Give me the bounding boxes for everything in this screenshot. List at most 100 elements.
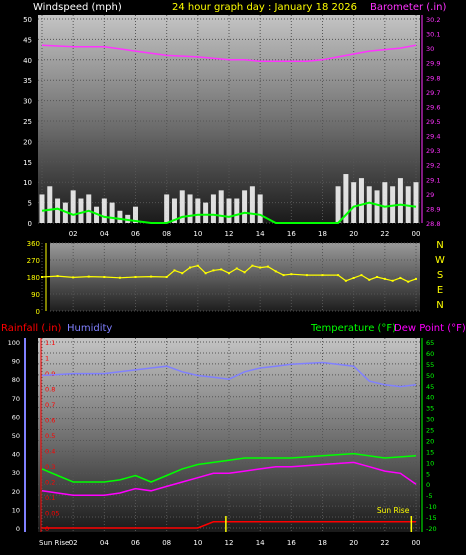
wind-direction-point — [251, 264, 254, 267]
wind-left-tick: 35 — [23, 77, 32, 85]
wind-gust-bar — [397, 178, 403, 223]
wind-gust-bar — [249, 186, 255, 223]
humidity-tick: 90 — [12, 358, 20, 366]
humidity-tick: 40 — [12, 451, 20, 459]
wind-average-line — [41, 201, 417, 224]
rainfall-tick: 0.1 — [45, 494, 55, 502]
wind-gust-bar — [125, 214, 131, 223]
wind-left-tick: 50 — [23, 16, 32, 24]
wind-gust-bar — [47, 186, 53, 223]
wind-gust-bar — [86, 194, 92, 223]
barometer-tick: 29.6 — [426, 103, 440, 111]
temperature-tick: 15 — [426, 448, 434, 456]
wind-direction-point — [228, 272, 230, 275]
wind-direction-point — [321, 274, 324, 277]
wind-gust-bar — [374, 190, 380, 223]
temperature-tick: -5 — [426, 492, 432, 500]
direction-left-tick: 0 — [36, 308, 40, 316]
temperature-hour-label: 06 — [131, 539, 140, 547]
temperature-tick: 35 — [426, 405, 434, 413]
rainfall-tick: 0.6 — [45, 417, 55, 425]
temperature-tick: -10 — [426, 503, 437, 511]
wind-direction-point — [72, 276, 75, 279]
rainfall-tick: 0.7 — [45, 401, 55, 409]
wind-direction-point — [243, 271, 246, 274]
wind-direction-point — [352, 276, 355, 279]
wind-left-tick: 20 — [23, 138, 32, 146]
temperature-tick: 55 — [426, 361, 434, 369]
humidity-tick: 30 — [12, 469, 20, 477]
barometer-tick: 29.2 — [426, 162, 440, 170]
wind-gust-bar — [179, 190, 185, 223]
wind-gust-bar — [218, 190, 224, 223]
wind-direction-point — [274, 270, 277, 273]
wind-direction-point — [305, 274, 308, 277]
wind-direction-point — [103, 276, 106, 278]
wind-direction-point — [87, 275, 90, 278]
wind-direction-point — [368, 278, 371, 281]
wind-hour-label: 12 — [225, 230, 234, 238]
humidity-legend: Humidity — [67, 323, 112, 334]
wind-direction-point — [165, 276, 168, 278]
humidity-tick: 80 — [12, 376, 20, 384]
direction-left-tick: 360 — [27, 240, 40, 248]
temperature-tick: 25 — [426, 427, 434, 435]
humidity-tick: 100 — [8, 339, 20, 347]
wind-direction-point — [196, 264, 199, 267]
barometer-tick: 29.9 — [426, 60, 440, 68]
direction-left-tick: 270 — [27, 257, 40, 265]
barometer-tick: 29.3 — [426, 147, 440, 155]
wind-direction-point — [189, 266, 192, 269]
barometer-tick: 30.2 — [426, 16, 440, 24]
wind-gust-bar — [109, 202, 115, 223]
wind-direction-point — [259, 266, 262, 269]
wind-direction-point — [290, 273, 293, 276]
wind-direction-point — [134, 276, 137, 278]
wind-gust-bar — [70, 190, 76, 223]
rainfall-tick: 0.8 — [45, 386, 55, 394]
temperature-tick: 40 — [426, 394, 434, 402]
temperature-line — [41, 452, 417, 483]
wind-gust-bar — [351, 182, 357, 223]
wind-left-tick: 10 — [23, 179, 32, 187]
dewpoint-line — [41, 461, 417, 496]
wind-panel — [38, 15, 420, 223]
temperature-tick: -15 — [426, 514, 437, 522]
rainfall-tick: 0.3 — [45, 463, 55, 471]
wind-hour-label: 16 — [287, 230, 296, 238]
barometer-tick: 28.8 — [426, 220, 440, 228]
wind-direction-point — [173, 269, 176, 272]
wind-direction-point — [376, 276, 379, 278]
sun-rise-label: Sun Rise — [377, 506, 410, 515]
wind-gust-bar — [366, 186, 372, 223]
wind-gust-bar — [226, 198, 232, 223]
wind-direction-point — [282, 274, 285, 277]
temperature-tick: 30 — [426, 416, 434, 424]
temperature-hour-label: 14 — [256, 539, 265, 547]
wind-direction-point — [383, 277, 386, 280]
humidity-tick: 70 — [12, 395, 20, 403]
rainfall-legend: Rainfall (.in) — [1, 323, 62, 334]
temperature-hour-label: 16 — [287, 539, 296, 547]
wind-gust-bar — [55, 198, 61, 223]
wind-direction-point — [181, 272, 184, 275]
temperature-hour-label: 22 — [380, 539, 389, 547]
wind-hour-label: 10 — [193, 230, 202, 238]
rainfall-tick: 1 — [45, 355, 49, 363]
wind-hour-label: 08 — [162, 230, 171, 238]
rainfall-tick: 1.1 — [45, 339, 55, 347]
barometer-tick: 30 — [426, 45, 434, 53]
barometer-tick: 29.7 — [426, 89, 440, 97]
barometer-line — [41, 44, 417, 63]
temperature-tick: 20 — [426, 437, 434, 445]
wind-gust-bar — [382, 182, 388, 223]
wind-gust-bar — [335, 186, 341, 223]
barometer-tick: 29.1 — [426, 176, 440, 184]
temperature-hour-label: 08 — [162, 539, 171, 547]
rainfall-tick: 0.4 — [45, 448, 55, 456]
barometer-tick: 30.1 — [426, 31, 440, 39]
wind-direction-point — [118, 276, 121, 279]
wind-gust-bar — [171, 198, 177, 223]
wind-left-tick: 25 — [23, 118, 32, 126]
wind-direction-point — [407, 280, 410, 283]
